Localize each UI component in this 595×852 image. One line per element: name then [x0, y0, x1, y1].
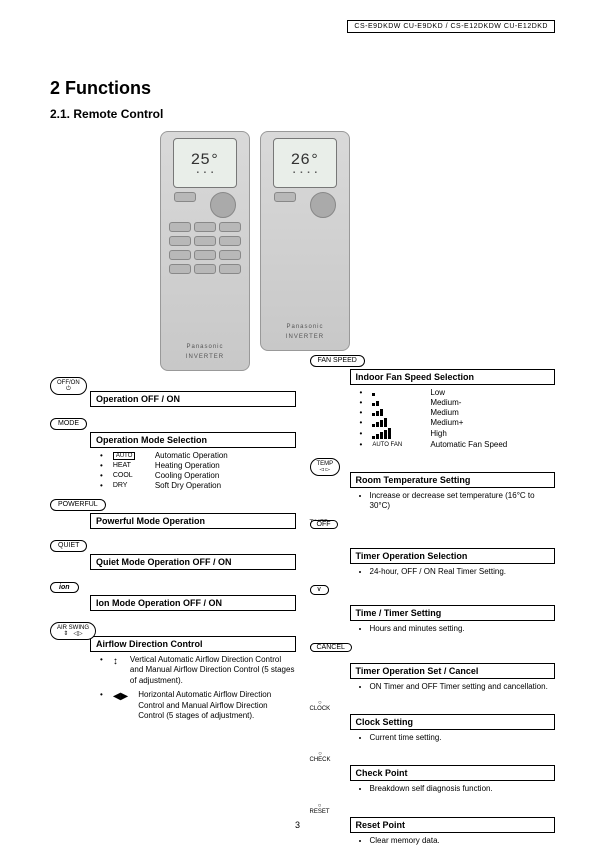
mode-dry: Soft Dry Operation — [155, 481, 221, 490]
block-airswing: AIR SWING ⇕ ◁▷ Airflow Direction Control… — [50, 622, 296, 725]
btn-cancel: CANCEL — [310, 643, 352, 653]
remote-illustrations: 25° ▪ ▪ ▪ Panasonic INVERTER 26° ▪ ▪ ▪ ▪… — [160, 131, 555, 371]
remote-open: 25° ▪ ▪ ▪ Panasonic INVERTER — [160, 131, 250, 371]
airswing-desc: ↕ Vertical Automatic Airflow Direction C… — [100, 655, 296, 721]
lcd-icons: ▪ ▪ ▪ — [196, 169, 214, 176]
mode-table: AUTOAutomatic Operation HEATHeating Oper… — [100, 451, 296, 490]
btn-check: CHECK — [310, 757, 331, 763]
heading-ion: Ion Mode Operation OFF / ON — [90, 595, 296, 611]
hswing-text: Horizontal Automatic Airflow Direction C… — [138, 690, 295, 721]
btn-ion: ion — [50, 582, 79, 593]
hswing-icon: ◀▶ — [113, 690, 128, 721]
block-temp: TEMP◅ ▻ Room Temperature Setting Increas… — [310, 458, 556, 512]
reset-desc: Clear memory data. — [370, 836, 556, 846]
timer-sel-desc: 24-hour, OFF / ON Real Timer Setting. — [370, 567, 556, 577]
btn-off: OFF — [310, 520, 338, 530]
btn-quiet: QUIET — [50, 540, 87, 552]
heading-quiet: Quiet Mode Operation OFF / ON — [90, 554, 296, 570]
lcd-temp: 25° — [191, 151, 220, 169]
vswing-icon: ↕ — [113, 655, 120, 686]
brand-sub-2: INVERTER — [286, 334, 324, 340]
btn-powerful: POWERFUL — [50, 499, 106, 511]
brand-label-2: Panasonic — [286, 324, 323, 330]
block-check: ○CHECK Check Point Breakdown self diagno… — [310, 751, 556, 794]
mode-heat: Heating Operation — [155, 461, 220, 470]
block-mode: MODE Operation Mode Selection AUTOAutoma… — [50, 418, 296, 491]
block-timer-op: SET CANCEL Timer Operation Set / Cancel … — [310, 643, 556, 692]
remote-closed: 26° ▪ ▪ ▪ ▪ Panasonic INVERTER — [260, 131, 350, 351]
heading-clock: Clock Setting — [350, 714, 556, 730]
btn-reset: RESET — [310, 809, 330, 815]
heading-fanspeed: Indoor Fan Speed Selection — [350, 369, 556, 385]
model-number-box: CS-E9DKDW CU-E9DKD / CS-E12DKDW CU-E12DK… — [347, 20, 555, 33]
heading-check: Check Point — [350, 765, 556, 781]
block-quiet: QUIET Quiet Mode Operation OFF / ON — [50, 540, 296, 573]
block-fanspeed: FAN SPEED Indoor Fan Speed Selection Low… — [310, 355, 556, 450]
btn-off-on: OFF/ON⏻ — [50, 377, 87, 395]
heading-time-set: Time / Timer Setting — [350, 605, 556, 621]
brand-label: Panasonic — [186, 344, 223, 350]
heading-timer-op: Timer Operation Set / Cancel — [350, 663, 556, 679]
vswing-text: Vertical Automatic Airflow Direction Con… — [130, 655, 296, 686]
btn-mode: MODE — [50, 418, 87, 430]
check-desc: Breakdown self diagnosis function. — [370, 784, 556, 794]
clock-desc: Current time setting. — [370, 733, 556, 743]
heading-airswing: Airflow Direction Control — [90, 636, 296, 652]
fanspeed-table: Low Medium- Medium Medium+ High AUTO FAN… — [360, 388, 556, 449]
page-number: 3 — [0, 820, 595, 830]
lcd-icons-2: ▪ ▪ ▪ ▪ — [292, 169, 317, 176]
remote-lcd-2: 26° ▪ ▪ ▪ ▪ — [273, 138, 337, 188]
heading-temp: Room Temperature Setting — [350, 472, 556, 488]
time-set-desc: Hours and minutes setting. — [370, 624, 556, 634]
heading-mode: Operation Mode Selection — [90, 432, 296, 448]
block-timer-sel: TIMER ON OFF Timer Operation Selection 2… — [310, 520, 556, 577]
mode-auto: Automatic Operation — [155, 451, 228, 460]
brand-sub: INVERTER — [186, 354, 224, 360]
block-ion: ion Ion Mode Operation OFF / ON — [50, 581, 296, 614]
right-column: FAN SPEED Indoor Fan Speed Selection Low… — [310, 377, 556, 852]
heading-powerful: Powerful Mode Operation — [90, 513, 296, 529]
heading-off-on: Operation OFF / ON — [90, 391, 296, 407]
remote-lcd-1: 25° ▪ ▪ ▪ — [173, 138, 237, 188]
btn-temp: TEMP◅ ▻ — [310, 458, 341, 476]
block-clock: ○CLOCK Clock Setting Current time settin… — [310, 700, 556, 743]
block-off-on: OFF/ON⏻ Operation OFF / ON — [50, 377, 296, 410]
mode-cool: Cooling Operation — [155, 471, 219, 480]
btn-down: ∨ — [310, 585, 329, 595]
btn-airswing: AIR SWING ⇕ ◁▷ — [50, 622, 96, 640]
left-column: OFF/ON⏻ Operation OFF / ON MODE Operatio… — [50, 377, 296, 852]
btn-fanspeed: FAN SPEED — [310, 355, 365, 367]
temp-desc: Increase or decrease set temperature (16… — [370, 491, 556, 512]
chapter-title: 2 Functions — [50, 78, 555, 99]
heading-timer-sel: Timer Operation Selection — [350, 548, 556, 564]
lcd-temp-2: 26° — [291, 151, 320, 169]
block-powerful: POWERFUL Powerful Mode Operation — [50, 499, 296, 532]
block-time-set: ∧ ∨ Time / Timer Setting Hours and minut… — [310, 585, 556, 634]
section-title: 2.1. Remote Control — [50, 107, 555, 121]
timer-op-desc: ON Timer and OFF Timer setting and cance… — [370, 682, 556, 692]
btn-clock: CLOCK — [310, 706, 331, 712]
